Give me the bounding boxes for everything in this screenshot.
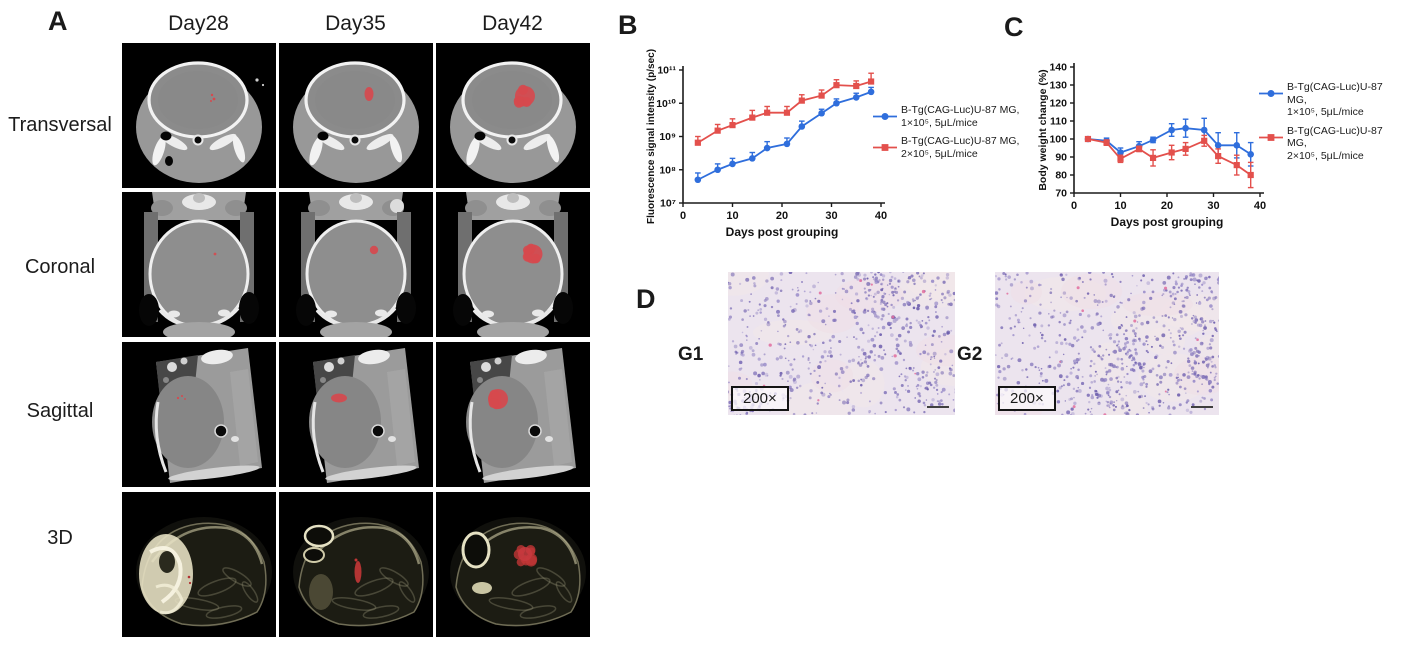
svg-text:0: 0: [1071, 200, 1077, 212]
panel-a-label: A: [48, 6, 68, 36]
svg-text:10⁷: 10⁷: [660, 198, 676, 210]
ct-scan-sagittal-day28-svg: [122, 342, 276, 487]
column-header-day42: Day42: [482, 12, 543, 35]
histology-image-g2: 200×: [995, 272, 1219, 415]
fluorescence-chart-svg: 10⁷ 10⁸ 10⁹ 10¹⁰ 10¹¹ 0 10 20 30 40 Days post grou…: [646, 49, 887, 239]
svg-text:10⁸: 10⁸: [659, 164, 676, 176]
ct-scan-transversal-day42-svg: [436, 43, 590, 188]
svg-text:0: 0: [680, 210, 686, 222]
svg-text:10¹¹: 10¹¹: [657, 65, 676, 77]
ct-scan-transversal-day35-svg: [279, 43, 433, 188]
ct-image-coronal-day35: [279, 192, 433, 337]
legend-marker-red-square-icon: [873, 144, 897, 151]
ct-image-sagittal-day28: [122, 342, 276, 487]
fluorescence-legend: B-Tg(CAG-Luc)U-87 MG, 1×10⁵, 5μL/mice B-…: [872, 104, 1019, 166]
fluorescence-chart: 10⁷ 10⁸ 10⁹ 10¹⁰ 10¹¹ 0 10 20 30 40 Days post grou…: [640, 40, 970, 245]
svg-text:140: 140: [1049, 62, 1067, 74]
ct-scan-coronal-day42-svg: [436, 192, 590, 337]
g1-label: G1: [678, 344, 704, 365]
body-weight-legend: B-Tg(CAG-Luc)U-87 MG, 1×10⁵, 5μL/mice B-…: [1258, 81, 1405, 168]
ct-scan-transversal-day28-svg: [122, 43, 276, 188]
scale-bar: [927, 406, 949, 408]
legend-marker-blue-circle-icon: [1259, 90, 1283, 97]
legend-item-c-group2: B-Tg(CAG-Luc)U-87 MG, 2×10⁵, 5μL/mice: [1258, 125, 1405, 163]
legend-marker-red-square-icon: [1259, 133, 1283, 141]
svg-text:120: 120: [1049, 98, 1067, 110]
ct-scan-coronal-day28-svg: [122, 192, 276, 337]
column-header-day28: Day28: [168, 12, 229, 35]
svg-text:10⁹: 10⁹: [659, 131, 676, 143]
legend-item-c-group1: B-Tg(CAG-Luc)U-87 MG, 1×10⁵, 5μL/mice: [1258, 81, 1405, 119]
legend-item-b-group1: B-Tg(CAG-Luc)U-87 MG, 1×10⁵, 5μL/mice: [872, 104, 1019, 129]
magnification-badge: 200×: [998, 386, 1056, 411]
magnification-badge: 200×: [731, 386, 789, 411]
g2-label: G2: [957, 344, 983, 365]
ct-scan-sagittal-day42-svg: [436, 342, 590, 487]
svg-text:Days post grouping: Days post grouping: [1111, 215, 1224, 229]
svg-text:40: 40: [875, 210, 887, 222]
svg-text:30: 30: [1207, 200, 1219, 212]
row-label-transversal: Transversal: [8, 114, 112, 136]
column-header-day35: Day35: [325, 12, 386, 35]
histology-image-g1: 200×: [728, 272, 955, 415]
svg-text:10¹⁰: 10¹⁰: [656, 98, 676, 110]
panel-c-label: C: [1004, 12, 1024, 42]
ct-scan-sagittal-day35-svg: [279, 342, 433, 487]
ct-image-sagittal-day35: [279, 342, 433, 487]
ct-image-3d-day35: [279, 492, 433, 637]
ct-image-transversal-day42: [436, 43, 590, 188]
svg-text:Body weight change (%): Body weight change (%): [1037, 69, 1049, 190]
row-label-sagittal: Sagittal: [26, 400, 94, 422]
ct-image-coronal-day42: [436, 192, 590, 337]
ct-image-transversal-day35: [279, 43, 433, 188]
svg-text:10: 10: [726, 210, 738, 222]
body-weight-chart: 70 80 90 100 110 120 130 140 0 10 20 30 40 Days post …: [1030, 40, 1320, 245]
svg-text:Fluorescence signal intensity: Fluorescence signal intensity (p/sec): [646, 49, 657, 224]
ct-image-coronal-day28: [122, 192, 276, 337]
legend-item-b-group2: B-Tg(CAG-Luc)U-87 MG, 2×10⁵, 5μL/mice: [872, 135, 1019, 160]
svg-text:80: 80: [1055, 170, 1067, 182]
legend-label: B-Tg(CAG-Luc)U-87 MG, 2×10⁵, 5μL/mice: [901, 135, 1020, 160]
body-weight-chart-svg: 70 80 90 100 110 120 130 140 0 10 20 30 40 Days post …: [1037, 62, 1266, 230]
svg-text:130: 130: [1049, 80, 1067, 92]
svg-text:30: 30: [825, 210, 837, 222]
legend-marker-blue-circle-icon: [873, 113, 897, 120]
svg-text:40: 40: [1254, 200, 1266, 212]
ct-image-transversal-day28: [122, 43, 276, 188]
row-label-coronal: Coronal: [24, 256, 96, 278]
ct-image-3d-day28: [122, 492, 276, 637]
legend-label: B-Tg(CAG-Luc)U-87 MG, 1×10⁵, 5μL/mice: [1287, 81, 1383, 118]
ct-scan-3d-day35-svg: [279, 492, 433, 637]
ct-image-sagittal-day42: [436, 342, 590, 487]
svg-text:Days post grouping: Days post grouping: [726, 225, 839, 239]
svg-text:10: 10: [1114, 200, 1126, 212]
svg-text:20: 20: [776, 210, 788, 222]
panel-b-label: B: [618, 10, 638, 40]
ct-scan-coronal-day35-svg: [279, 192, 433, 337]
legend-label: B-Tg(CAG-Luc)U-87 MG, 1×10⁵, 5μL/mice: [901, 104, 1020, 129]
scale-bar: [1191, 406, 1213, 408]
ct-scan-3d-day28-svg: [122, 492, 276, 637]
ct-image-3d-day42: [436, 492, 590, 637]
svg-text:110: 110: [1050, 116, 1067, 128]
svg-text:90: 90: [1055, 152, 1067, 164]
svg-text:70: 70: [1055, 188, 1067, 200]
svg-text:20: 20: [1161, 200, 1173, 212]
row-label-3d: 3D: [47, 527, 73, 549]
ct-scan-3d-day42-svg: [436, 492, 590, 637]
panel-d-label: D: [636, 284, 656, 314]
legend-label: B-Tg(CAG-Luc)U-87 MG, 2×10⁵, 5μL/mice: [1287, 124, 1383, 162]
svg-text:100: 100: [1049, 134, 1067, 146]
